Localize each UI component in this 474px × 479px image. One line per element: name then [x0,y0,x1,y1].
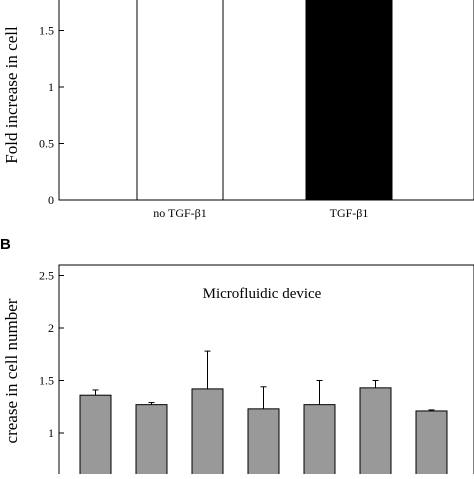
panel-b-y-tick-label: 2.5 [39,269,54,283]
panel-a-axes-frame [58,0,474,201]
panel-a-bar-2 [305,0,393,200]
panel-b-error-bars [92,350,435,411]
panel-a-y-tick-label: 1 [48,80,54,94]
panel-a-x-tick-label: TGF-β1 [330,206,369,220]
panel-a-y-tick-label: 0 [48,193,54,207]
panel-b-bar-4 [247,408,280,474]
panel-b-annotation: Microfluidic device [203,286,322,302]
panel-b-bar-7 [415,410,448,474]
panel-a-y-tick-label: 0.5 [39,137,54,151]
panel-b-y-tick-label: 2 [48,321,54,335]
panel-b-y-ticks: 1 1.5 2 2.5 [39,269,64,440]
panel-b-bar-6 [359,387,392,474]
panel-a: 0 0.5 1 1.5 no TGF-β1 TGF-β1 Fold increase i… [2,0,474,220]
panel-a-x-tick-label: no TGF-β1 [153,206,207,220]
panel-b-bar-2 [135,404,168,474]
panel-a-x-ticks: no TGF-β1 TGF-β1 [153,206,368,220]
panel-b-bar-1 [79,394,112,474]
panel-b-y-axis-label: crease in cell number [2,298,21,443]
panel-b-bars [79,387,448,474]
panel-b-letter: B [0,236,11,253]
panel-a-y-axis-label: Fold increase in cell [2,26,21,164]
panel-b-y-tick-label: 1.5 [39,374,54,388]
panel-b: B 1 1.5 2 2.5 Microfluidic device crease in… [0,236,474,479]
panel-b-axes-frame [58,264,474,479]
panel-b-bar-3 [191,388,224,474]
panel-a-bars [136,0,393,200]
panel-b-y-tick-label: 1 [48,426,54,440]
panel-a-y-tick-label: 1.5 [39,24,54,38]
panel-a-bar-1 [136,0,224,200]
panel-b-bar-5 [303,404,336,474]
panel-a-y-ticks: 0 0.5 1 1.5 [39,24,64,207]
